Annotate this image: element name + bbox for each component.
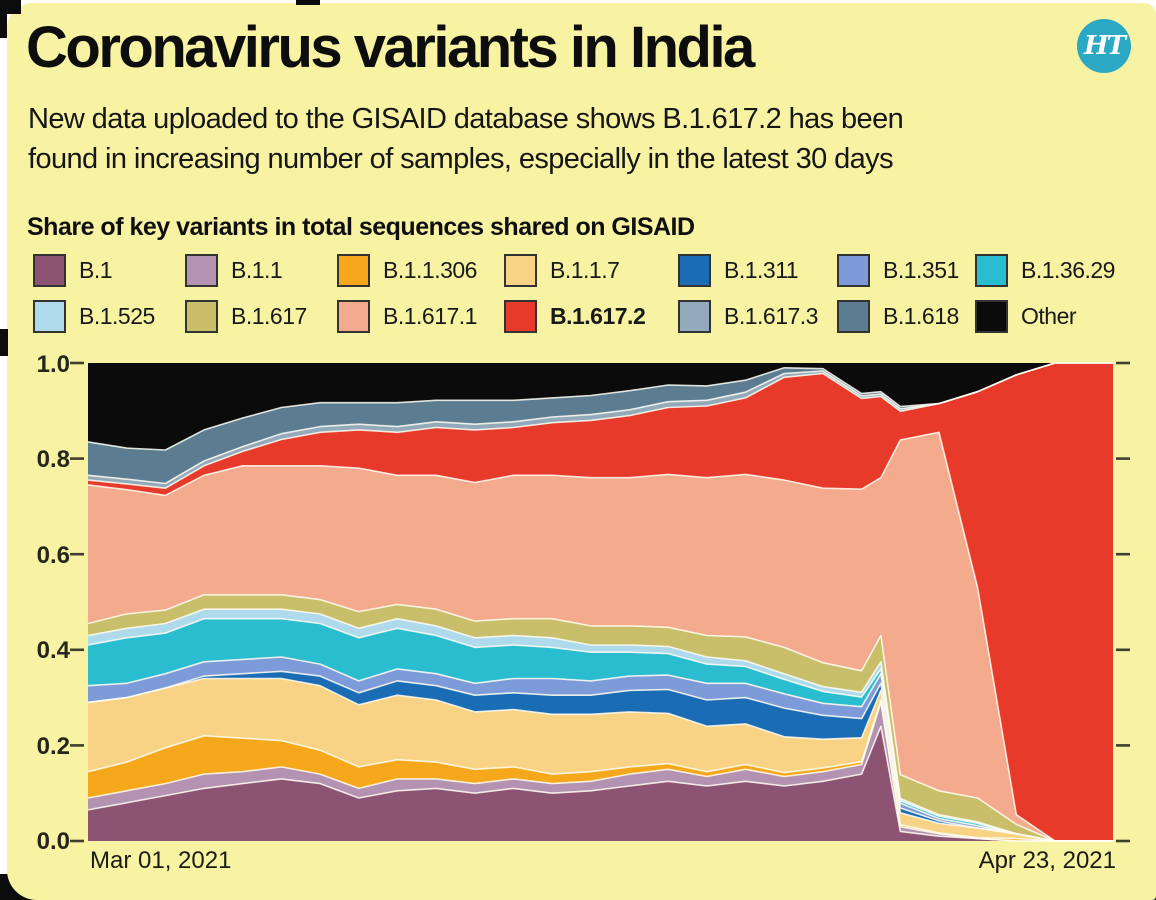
legend-swatch-b1617: [185, 299, 218, 333]
legend-label-b1311: B.1.311: [724, 256, 799, 283]
area-b1618: [88, 363, 1113, 484]
legend-item-b16172: B.1.617.2: [504, 299, 646, 333]
edge-artifact-top-tick: [296, 0, 320, 5]
legend-item-b1617: B.1.617: [185, 299, 307, 333]
legend-swatch-b117: [504, 253, 537, 287]
area-b11: [88, 702, 1113, 841]
legend-label-b11: B.1.1: [231, 256, 283, 283]
legend-item-b16171: B.1.617.1: [337, 299, 477, 333]
legend-swatch-b11: [185, 253, 218, 287]
legend-label-b11306: B.1.1.306: [383, 256, 477, 283]
legend-swatch-b1618: [837, 299, 870, 333]
legend-swatch-b1311: [678, 253, 711, 287]
legend-swatch-b16172: [504, 299, 537, 333]
legend-item-b1351: B.1.351: [837, 253, 959, 287]
x-axis-start-label: Mar 01, 2021: [90, 847, 232, 874]
area-other: [88, 363, 1113, 450]
area-b16173: [88, 363, 1113, 489]
ht-logo-text: HT: [1084, 31, 1126, 61]
legend-item-b16173: B.1.617.3: [678, 299, 818, 333]
legend-swatch-b16171: [337, 299, 370, 333]
edge-artifact-left-mid: [0, 329, 8, 356]
legend-item-b1: B.1: [33, 253, 113, 287]
legend-swatch-b11306: [337, 253, 370, 287]
legend-item-other: Other: [975, 299, 1077, 333]
legend-label-b16173: B.1.617.3: [724, 302, 818, 329]
legend-label-other: Other: [1021, 302, 1077, 329]
legend-label-b1618: B.1.618: [883, 302, 959, 329]
subtitle-line-1: New data uploaded to the GISAID database…: [28, 103, 904, 135]
area-b1: [88, 726, 1113, 841]
page-title: Coronavirus variants in India: [26, 15, 755, 80]
legend-item-b11: B.1.1: [185, 253, 283, 287]
boundary-line-b13629: [87, 617, 1113, 842]
boundary-line-b1: [87, 725, 1113, 842]
area-b117: [88, 678, 1113, 841]
legend-label-b16172: B.1.617.2: [550, 302, 646, 329]
y-tick-label-1.0: 1.0: [36, 351, 70, 378]
subtitle-line-2: found in increasing number of samples, e…: [28, 143, 894, 175]
legend-swatch-b13629: [975, 253, 1008, 287]
chart-heading: Share of key variants in total sequences…: [27, 213, 695, 241]
y-tick-label-0.4: 0.4: [36, 637, 70, 664]
legend-label-b1617: B.1.617: [231, 302, 307, 329]
boundary-line-b1525: [87, 608, 1113, 842]
legend-label-b1525: B.1.525: [79, 302, 155, 329]
legend-item-b1525: B.1.525: [33, 299, 155, 333]
ht-logo: HT: [1077, 19, 1131, 73]
boundary-line-b1618: [87, 362, 1113, 451]
area-b1311: [88, 671, 1113, 841]
boundary-line-b11306: [87, 699, 1113, 842]
y-tick-label-0.8: 0.8: [36, 446, 70, 473]
boundary-line-b16171: [87, 431, 1113, 842]
legend-item-b1618: B.1.618: [837, 299, 959, 333]
legend-label-b1351: B.1.351: [883, 256, 959, 283]
legend-label-b1: B.1: [79, 256, 113, 283]
legend-label-b16171: B.1.617.1: [383, 302, 477, 329]
legend-swatch-b1525: [33, 299, 66, 333]
boundary-line-b1351: [87, 656, 1113, 842]
area-b16172: [88, 363, 1113, 841]
legend-item-b13629: B.1.36.29: [975, 253, 1115, 287]
legend-label-b13629: B.1.36.29: [1021, 256, 1115, 283]
boundary-line-b1311: [87, 670, 1113, 842]
legend-item-b1311: B.1.311: [678, 253, 799, 287]
legend-item-b117: B.1.1.7: [504, 253, 620, 287]
x-axis-end-label: Apr 23, 2021: [978, 847, 1116, 874]
legend-item-b11306: B.1.1.306: [337, 253, 477, 287]
y-tick-label-0.6: 0.6: [36, 542, 70, 569]
legend-swatch-b1351: [837, 253, 870, 287]
area-b16171: [88, 432, 1113, 841]
legend-swatch-other: [975, 299, 1008, 333]
boundary-line-b117: [87, 677, 1113, 842]
boundary-line-b11: [87, 701, 1113, 842]
boundary-line-b1617: [87, 593, 1113, 842]
legend-swatch-b16173: [678, 299, 711, 333]
edge-artifact-top-left-bar: [0, 0, 7, 38]
legend-swatch-b1: [33, 253, 66, 287]
y-tick-label-0.0: 0.0: [36, 828, 70, 855]
legend-label-b117: B.1.1.7: [550, 256, 620, 283]
area-b1617: [88, 594, 1113, 841]
y-tick-label-0.2: 0.2: [36, 733, 70, 760]
